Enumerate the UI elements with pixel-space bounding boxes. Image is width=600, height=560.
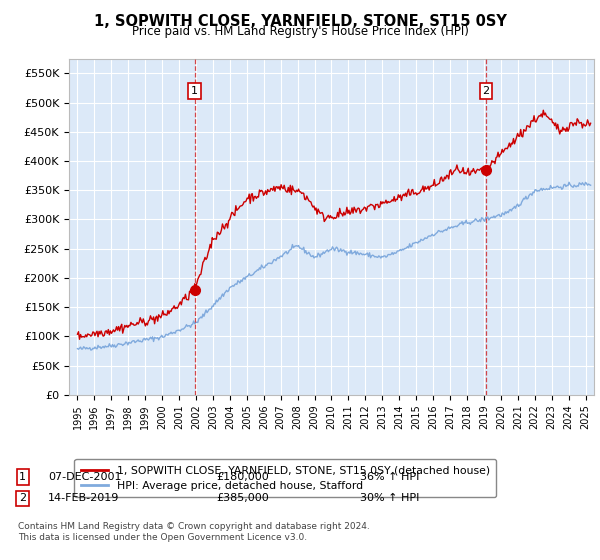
Text: 1: 1 bbox=[191, 86, 198, 96]
Text: £385,000: £385,000 bbox=[216, 493, 269, 503]
Text: 30% ↑ HPI: 30% ↑ HPI bbox=[360, 493, 419, 503]
Text: This data is licensed under the Open Government Licence v3.0.: This data is licensed under the Open Gov… bbox=[18, 533, 307, 542]
Text: Price paid vs. HM Land Registry's House Price Index (HPI): Price paid vs. HM Land Registry's House … bbox=[131, 25, 469, 38]
Text: Contains HM Land Registry data © Crown copyright and database right 2024.: Contains HM Land Registry data © Crown c… bbox=[18, 522, 370, 531]
Text: 1: 1 bbox=[19, 472, 26, 482]
Text: 07-DEC-2001: 07-DEC-2001 bbox=[48, 472, 121, 482]
Text: 14-FEB-2019: 14-FEB-2019 bbox=[48, 493, 119, 503]
Text: £180,000: £180,000 bbox=[216, 472, 269, 482]
Text: 2: 2 bbox=[19, 493, 26, 503]
Legend: 1, SOPWITH CLOSE, YARNFIELD, STONE, ST15 0SY (detached house), HPI: Average pric: 1, SOPWITH CLOSE, YARNFIELD, STONE, ST15… bbox=[74, 459, 496, 497]
Text: 36% ↑ HPI: 36% ↑ HPI bbox=[360, 472, 419, 482]
Text: 2: 2 bbox=[482, 86, 490, 96]
Text: 1, SOPWITH CLOSE, YARNFIELD, STONE, ST15 0SY: 1, SOPWITH CLOSE, YARNFIELD, STONE, ST15… bbox=[94, 14, 506, 29]
